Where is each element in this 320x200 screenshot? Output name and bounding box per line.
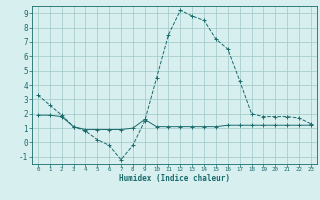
X-axis label: Humidex (Indice chaleur): Humidex (Indice chaleur) xyxy=(119,174,230,183)
